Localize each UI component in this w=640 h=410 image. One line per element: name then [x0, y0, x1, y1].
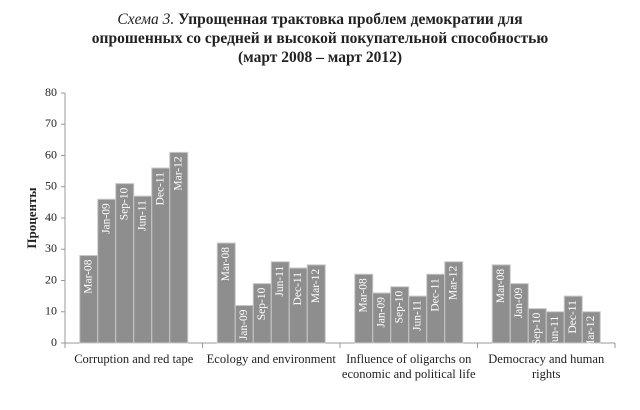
title-label: Схема 3.	[117, 11, 175, 28]
y-tick-label: 40	[45, 210, 57, 224]
bar	[581, 311, 601, 344]
y-tick-label: 0	[51, 335, 57, 349]
bar-label: Sep-10	[531, 312, 543, 345]
bar-label: Jun-11	[274, 266, 286, 297]
bar-label: Jun-11	[549, 316, 561, 347]
y-tick-label: 70	[45, 116, 57, 130]
y-axis-label: Проценты	[24, 187, 39, 248]
title-line: (март 2008 – март 2012)	[237, 49, 403, 66]
x-tick-label: Democracy and human rights	[488, 352, 605, 381]
bar-label: Mar-08	[357, 278, 369, 313]
bar-label: Sep-10	[118, 187, 130, 220]
x-tick-label: Ecology and environment	[206, 352, 336, 366]
x-tick-label: Corruption and red tape	[74, 352, 194, 366]
y-tick-label: 60	[45, 147, 57, 161]
bar-label: Mar-12	[172, 156, 184, 191]
bar-label: Mar-08	[220, 247, 232, 282]
bar-label: Sep-10	[256, 287, 268, 320]
bar-label: Dec-11	[429, 278, 441, 312]
bar-label: Jan-09	[513, 287, 525, 318]
bar	[216, 242, 236, 344]
y-tick-label: 20	[45, 272, 57, 286]
bar-label: Dec-11	[292, 272, 304, 306]
y-tick-label: 30	[45, 241, 57, 255]
title-line: Упрощенная трактовка проблем демократии …	[178, 11, 523, 28]
bar-label: Dec-11	[154, 172, 166, 206]
y-tick-label: 80	[45, 85, 57, 99]
bar-label: Mar-12	[585, 316, 597, 351]
bar	[169, 151, 189, 344]
bar	[444, 261, 464, 344]
bar	[306, 264, 326, 344]
bar-label: Mar-12	[447, 266, 459, 301]
bar-label: Mar-12	[310, 269, 322, 304]
bar-label: Jan-09	[100, 203, 112, 234]
y-tick-label: 50	[45, 179, 57, 193]
bar-label: Sep-10	[393, 291, 405, 324]
chart-title: Схема 3. Упрощенная трактовка проблем де…	[0, 10, 640, 67]
title-line: опрошенных со средней и высокой покупате…	[91, 30, 549, 47]
x-tick-label: Influence of oligarchs on economic and p…	[341, 352, 476, 381]
bar-label: Jun-11	[136, 200, 148, 231]
y-tick-label: 10	[45, 304, 57, 318]
bar-label: Dec-11	[567, 300, 579, 334]
bar-label: Jun-11	[411, 300, 423, 331]
bar-label: Jan-09	[238, 309, 250, 340]
bar-label: Mar-08	[82, 259, 94, 294]
bar-label: Mar-08	[495, 269, 507, 304]
bar-label: Jan-09	[375, 297, 387, 328]
